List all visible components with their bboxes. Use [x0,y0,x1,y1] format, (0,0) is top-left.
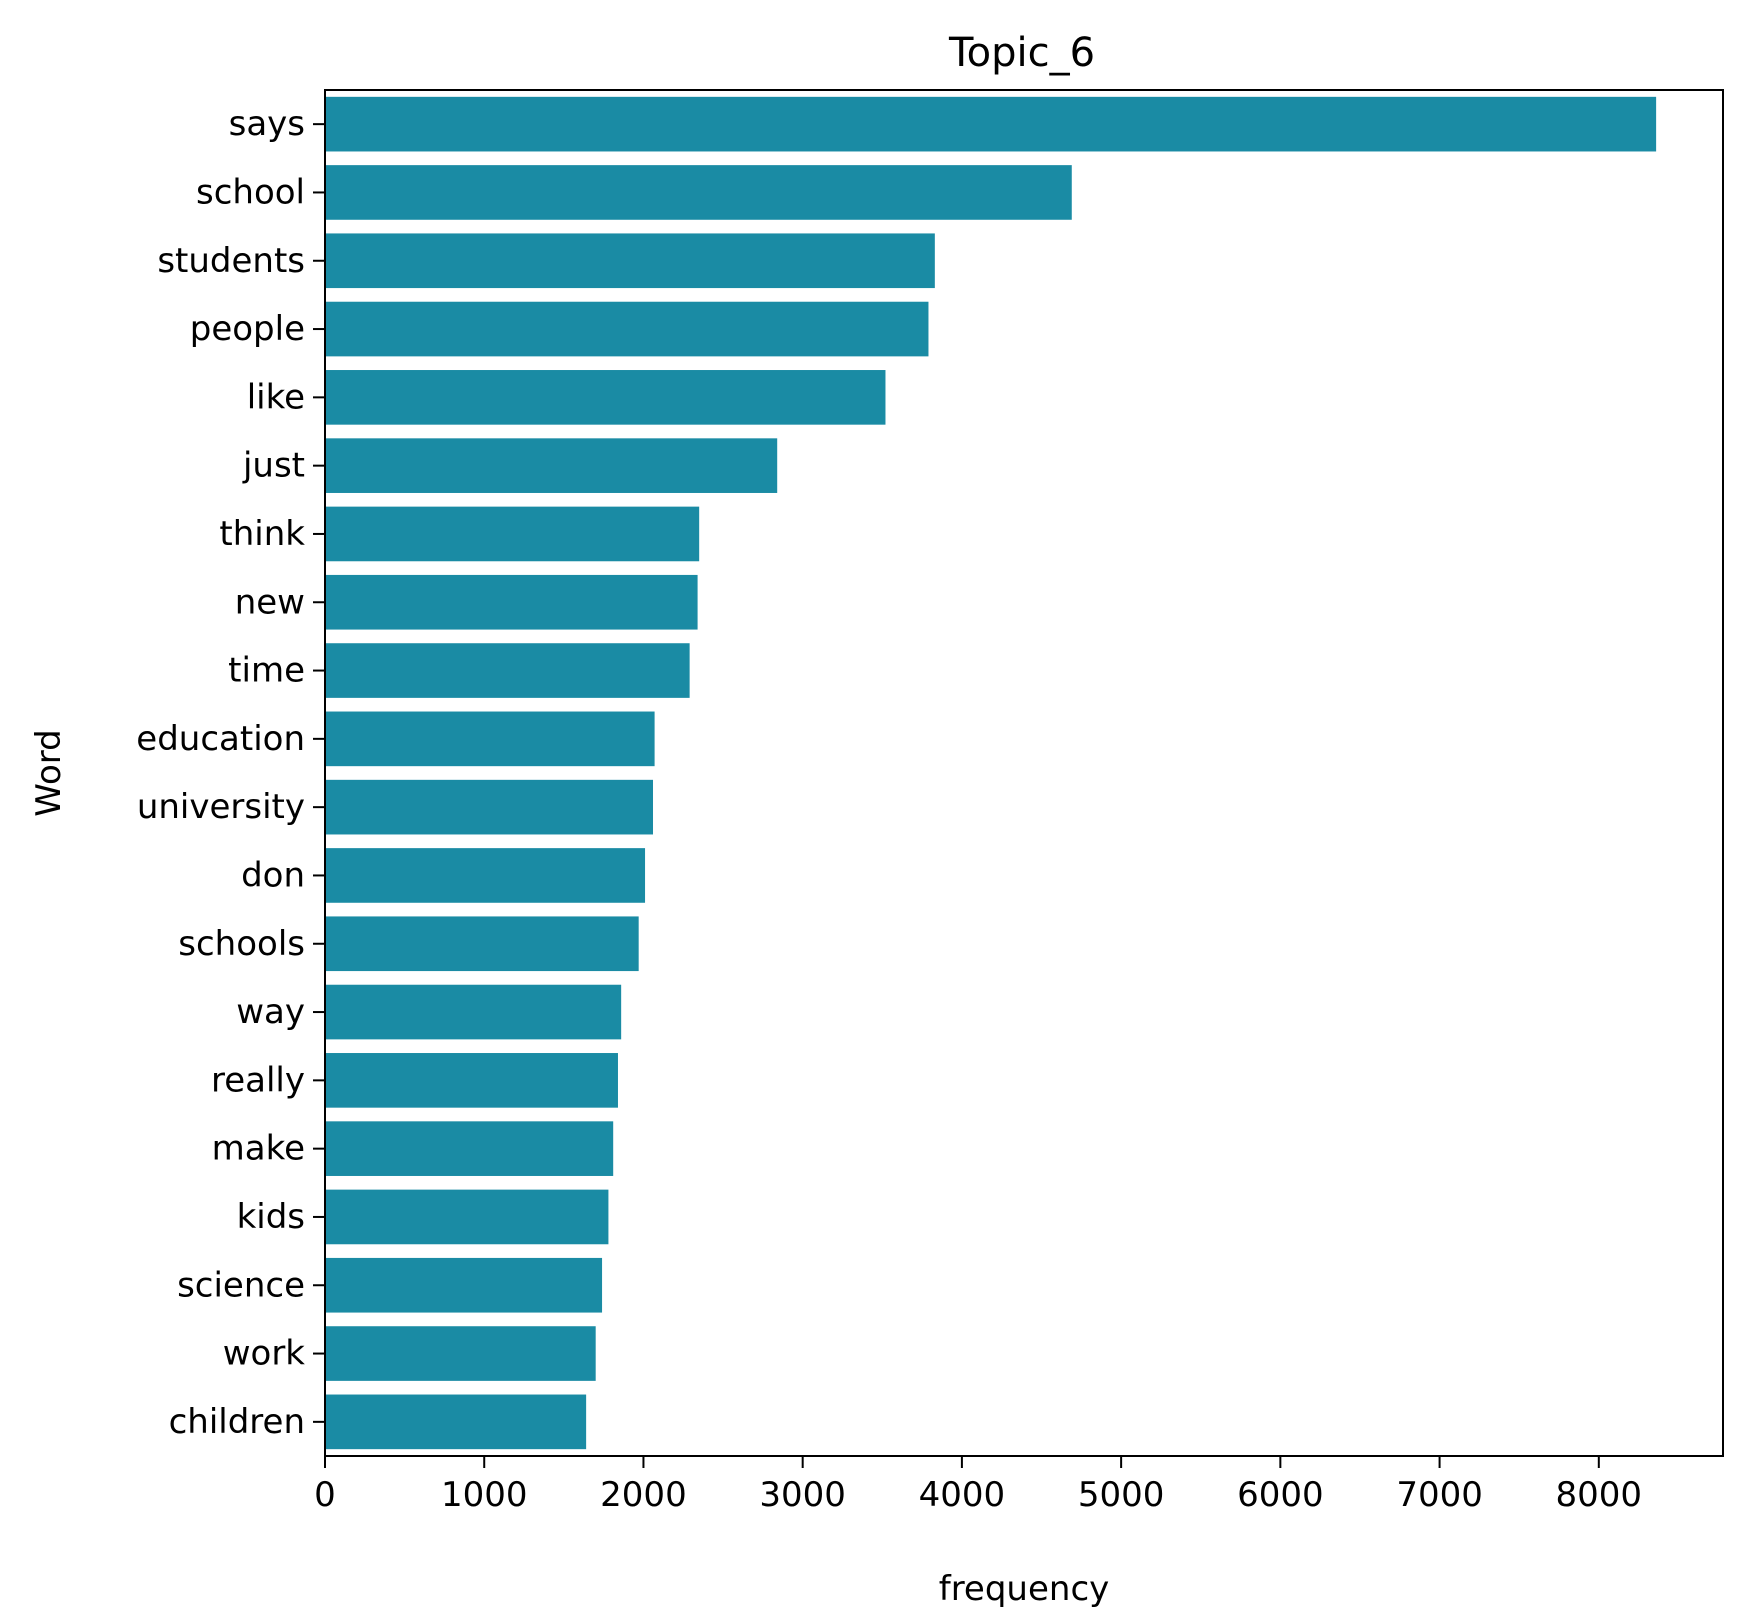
y-tick-label: time [228,651,305,691]
bar-university [325,779,654,835]
bar-people [325,301,929,357]
bar-kids [325,1189,609,1245]
y-tick-label: university [137,787,305,827]
x-tick-label: 5000 [1078,1475,1165,1515]
bar-don [325,848,646,903]
x-tick-label: 6000 [1237,1475,1324,1515]
y-axis-label: Word [29,729,69,816]
x-axis-label: frequency [939,1569,1110,1609]
y-tick-label: really [211,1060,305,1100]
y-tick-label: new [235,582,305,622]
y-tick-label: education [136,719,305,759]
y-tick-label: kids [237,1197,305,1237]
x-tick-label: 8000 [1556,1475,1643,1515]
x-tick-label: 2000 [600,1475,687,1515]
y-tick-label: children [169,1402,305,1442]
plot-frame [324,89,1724,1457]
y-tick-label: way [236,992,305,1032]
bar-science [325,1257,603,1313]
chart-title: Topic_6 [948,30,1095,76]
y-tick-label: make [212,1129,305,1169]
x-axis: 0 1000 2000 3000 4000 5000 6000 7000 8000 [314,1456,1642,1515]
bar-school [325,165,1072,220]
y-tick-label: think [219,514,305,554]
y-tick-label: like [247,377,305,417]
bar-like [325,370,886,425]
bar-schools [325,916,639,972]
x-tick-label: 3000 [759,1475,846,1515]
bar-education [325,711,655,767]
bar-time [325,643,690,698]
y-tick-label: says [229,104,305,144]
y-tick-label: people [190,309,305,349]
y-axis: says school students people like just think new… [136,104,325,1442]
y-tick-label: school [196,172,305,212]
bar-children [325,1394,587,1450]
bar-just [325,438,778,493]
bar-work [325,1326,596,1381]
bar-says [325,96,1657,152]
bar-make [325,1121,614,1176]
x-tick-label: 4000 [919,1475,1006,1515]
bar-students [325,233,935,289]
x-tick-label: 0 [314,1475,336,1515]
y-tick-label: work [223,1334,306,1374]
bar-way [325,984,622,1040]
y-tick-label: students [157,241,305,281]
y-tick-label: don [241,855,305,895]
bar-new [325,574,698,630]
x-tick-label: 7000 [1396,1475,1483,1515]
x-tick-label: 1000 [441,1475,528,1515]
y-tick-label: just [242,446,305,486]
bars-group [325,96,1657,1450]
y-tick-label: science [177,1265,305,1305]
bar-really [325,1053,618,1108]
y-tick-label: schools [178,924,305,964]
bar-think [325,506,700,562]
